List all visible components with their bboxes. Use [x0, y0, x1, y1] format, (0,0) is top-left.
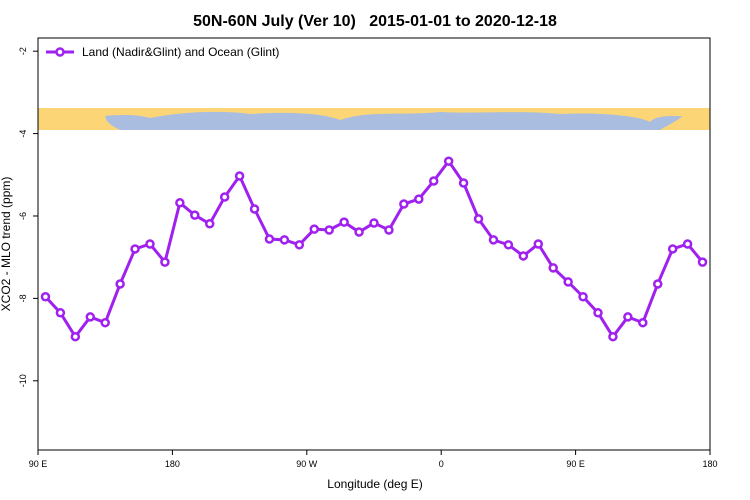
data-point — [130, 244, 140, 254]
data-point — [473, 214, 484, 224]
data-point — [279, 235, 290, 245]
legend-label: Land (Nadir&Glint) and Ocean (Glint) — [82, 45, 279, 59]
data-point — [264, 234, 275, 244]
data-point — [488, 235, 499, 245]
x-tick-label: 180 — [165, 459, 180, 469]
data-point — [309, 224, 320, 234]
data-point — [175, 198, 185, 208]
data-point — [339, 217, 349, 227]
data-point — [249, 204, 260, 214]
y-tick-label: -8 — [18, 294, 28, 302]
chart-title: 50N-60N July (Ver 10) 2015-01-01 to 2020… — [193, 13, 557, 30]
data-point — [204, 219, 215, 229]
data-point — [533, 239, 544, 249]
data-point — [100, 317, 110, 328]
data-point — [682, 239, 693, 249]
legend-marker — [55, 47, 65, 57]
x-tick-label: 90 E — [29, 459, 48, 469]
data-point — [70, 331, 81, 342]
data-point — [324, 225, 334, 235]
data-point — [623, 312, 633, 322]
data-point — [518, 251, 529, 261]
data-point — [652, 279, 663, 289]
data-point — [414, 194, 424, 204]
series-line — [44, 158, 704, 340]
data-point — [354, 227, 364, 237]
data-point — [399, 199, 409, 209]
x-tick-label: 90 E — [566, 459, 585, 469]
data-point — [115, 279, 125, 289]
y-tick-label: -4 — [18, 130, 28, 138]
data-point — [578, 291, 588, 302]
data-point — [190, 210, 200, 220]
data-point — [548, 263, 558, 273]
y-axis-label: XCO2 - MLO trend (ppm) — [0, 177, 13, 312]
map-strip — [38, 108, 710, 130]
data-point — [428, 176, 439, 186]
data-point — [145, 239, 155, 249]
data-point — [160, 257, 170, 267]
data-point — [234, 171, 245, 181]
data-point — [503, 240, 514, 250]
data-point — [55, 308, 66, 318]
x-tick-label: 180 — [702, 459, 717, 469]
y-tick-label: -10 — [18, 374, 28, 387]
data-point — [608, 331, 618, 342]
data-point — [40, 291, 51, 302]
data-point — [697, 257, 708, 267]
x-tick-label: 90 W — [296, 459, 318, 469]
legend: Land (Nadir&Glint) and Ocean (Glint) — [46, 45, 279, 59]
data-point — [593, 308, 603, 318]
plot-frame — [37, 37, 711, 451]
data-point — [667, 244, 678, 254]
data-point — [638, 317, 648, 328]
y-tick-label: -6 — [18, 212, 28, 220]
data-point — [563, 277, 573, 287]
data-point — [384, 225, 394, 235]
data-point — [443, 156, 454, 166]
data-point — [369, 218, 379, 228]
y-tick-label: -2 — [18, 47, 28, 55]
x-axis-label: Longitude (deg E) — [327, 477, 422, 491]
x-tick-label: 0 — [439, 459, 444, 469]
data-point — [458, 178, 469, 188]
data-point — [294, 240, 305, 250]
data-point — [219, 192, 230, 202]
data-point — [85, 312, 96, 322]
